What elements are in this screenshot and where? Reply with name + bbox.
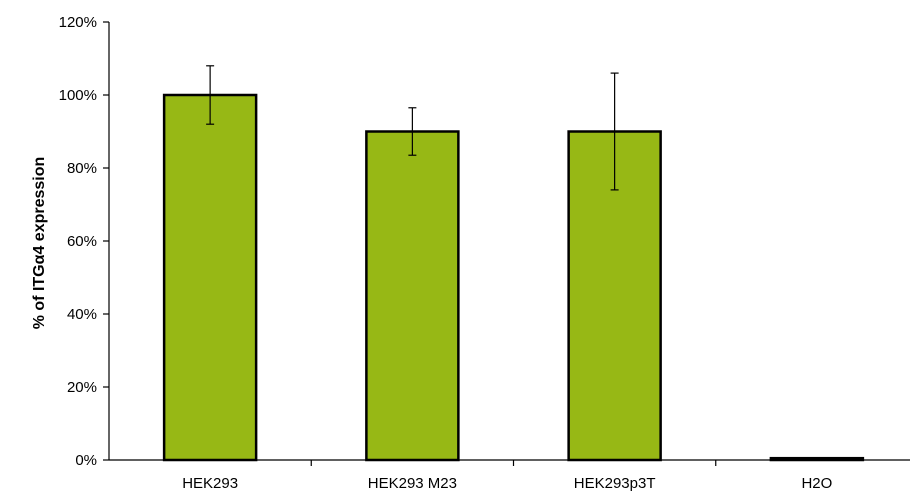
y-tick-label: 120% <box>59 14 97 31</box>
y-tick-label: 0% <box>75 452 97 469</box>
x-tick-label: HEK293p3T <box>574 475 656 492</box>
y-tick-label: 100% <box>59 87 97 104</box>
labels: 0% 20% 40% 60% 80% 100% 120% HEK293 HEK293 M23 HE… <box>59 14 833 492</box>
y-axis-title: % of ITGα4 expression <box>31 157 48 330</box>
x-tick-label: H2O <box>801 475 832 492</box>
y-tick-label: 80% <box>67 160 97 177</box>
bar-hek293 <box>162 93 258 462</box>
y-tick-label: 60% <box>67 233 97 250</box>
y-tick-label: 40% <box>67 306 97 323</box>
error-bars <box>206 65 619 191</box>
y-tick-label: 20% <box>67 379 97 396</box>
x-tick-label: HEK293 M23 <box>368 475 457 492</box>
bar-h2o <box>769 456 865 462</box>
bar-hek293-m23 <box>365 130 460 462</box>
bars <box>162 93 865 462</box>
x-tick-label: HEK293 <box>182 475 238 492</box>
